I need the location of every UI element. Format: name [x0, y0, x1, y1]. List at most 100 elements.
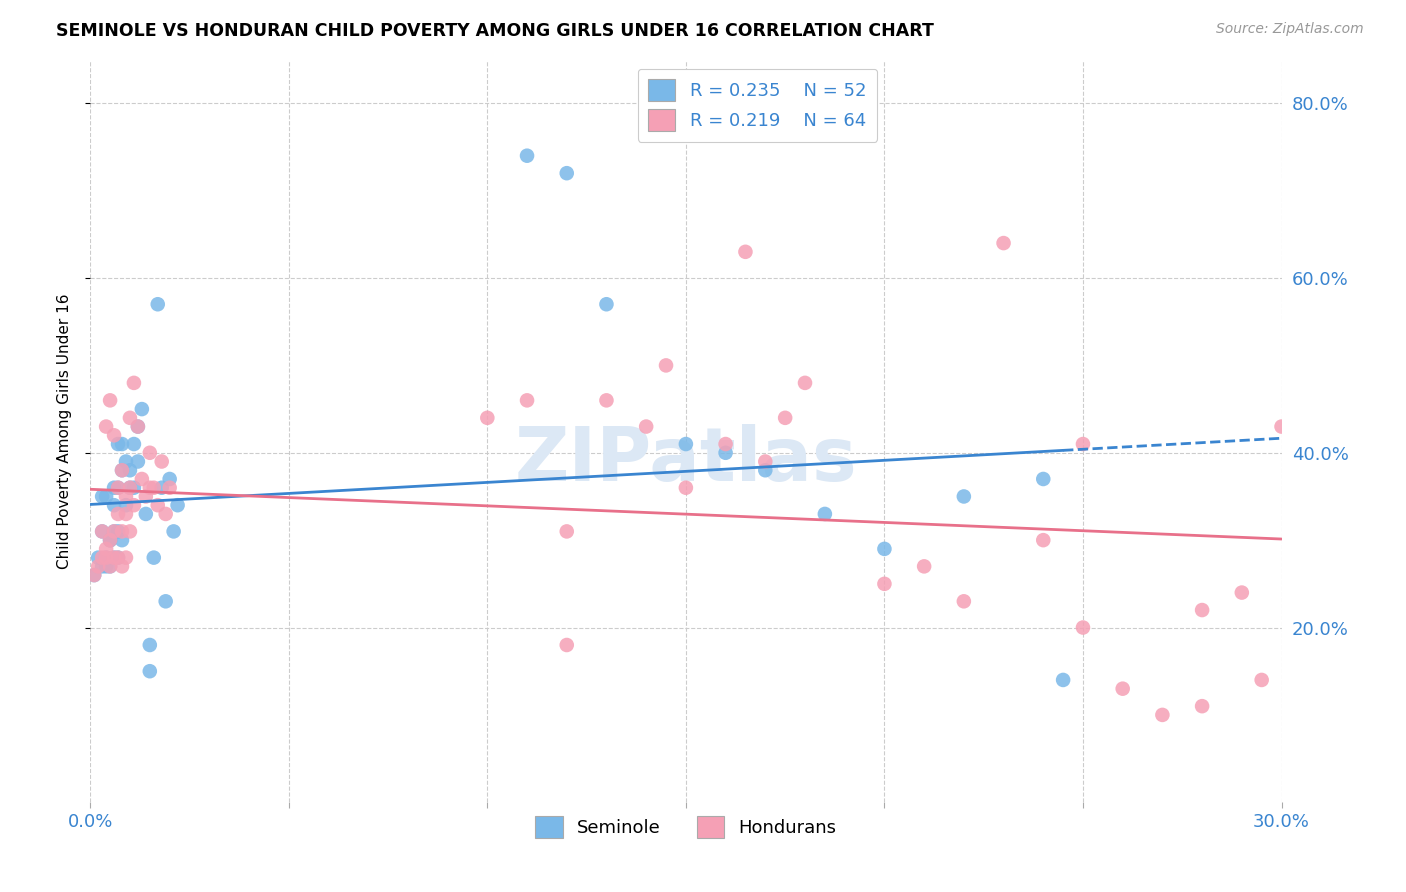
Point [1032, 472, 1054, 486]
Point [115, 550, 138, 565]
Point [155, 507, 177, 521]
Point [1111, 681, 1133, 696]
Point [131, 472, 153, 486]
Point [118, 463, 141, 477]
Point [595, 393, 617, 408]
Point [135, 490, 157, 504]
Point [1191, 603, 1213, 617]
Text: ZIPatlas: ZIPatlas [515, 424, 858, 497]
Point [91, 559, 114, 574]
Point [103, 498, 125, 512]
Point [953, 594, 976, 608]
Point [107, 550, 129, 565]
Point [814, 507, 837, 521]
Legend: Seminole, Hondurans: Seminole, Hondurans [529, 809, 844, 846]
Point [103, 481, 125, 495]
Point [155, 594, 177, 608]
Point [675, 437, 697, 451]
Point [122, 481, 145, 495]
Point [115, 454, 138, 468]
Point [94, 559, 117, 574]
Text: SEMINOLE VS HONDURAN CHILD POVERTY AMONG GIRLS UNDER 16 CORRELATION CHART: SEMINOLE VS HONDURAN CHILD POVERTY AMONG… [56, 22, 934, 40]
Point [150, 454, 173, 468]
Point [1191, 699, 1213, 714]
Point [754, 463, 776, 477]
Point [655, 359, 678, 373]
Point [142, 481, 165, 495]
Point [734, 244, 756, 259]
Point [118, 410, 141, 425]
Y-axis label: Child Poverty Among Girls Under 16: Child Poverty Among Girls Under 16 [58, 293, 72, 569]
Point [98, 533, 121, 548]
Point [675, 481, 697, 495]
Point [131, 402, 153, 417]
Point [98, 559, 121, 574]
Point [111, 559, 134, 574]
Point [107, 550, 129, 565]
Point [118, 481, 141, 495]
Point [111, 463, 134, 477]
Point [122, 376, 145, 390]
Point [477, 410, 499, 425]
Point [118, 524, 141, 539]
Point [159, 472, 181, 486]
Point [115, 507, 138, 521]
Point [1071, 437, 1094, 451]
Point [1230, 585, 1253, 599]
Point [107, 524, 129, 539]
Point [873, 577, 896, 591]
Point [139, 481, 162, 495]
Point [135, 507, 157, 521]
Point [111, 463, 134, 477]
Point [127, 419, 149, 434]
Point [139, 638, 162, 652]
Point [714, 446, 737, 460]
Point [107, 481, 129, 495]
Point [1052, 673, 1074, 687]
Point [754, 454, 776, 468]
Point [166, 498, 188, 512]
Point [146, 297, 169, 311]
Point [1032, 533, 1054, 548]
Point [87, 550, 110, 565]
Point [993, 236, 1015, 251]
Point [107, 437, 129, 451]
Point [150, 481, 173, 495]
Point [912, 559, 935, 574]
Point [107, 507, 129, 521]
Point [139, 664, 162, 678]
Point [1152, 707, 1174, 722]
Point [714, 437, 737, 451]
Point [103, 428, 125, 442]
Point [91, 524, 114, 539]
Point [103, 524, 125, 539]
Point [87, 559, 110, 574]
Point [98, 533, 121, 548]
Point [122, 498, 145, 512]
Point [873, 541, 896, 556]
Text: Source: ZipAtlas.com: Source: ZipAtlas.com [1216, 22, 1364, 37]
Point [103, 524, 125, 539]
Point [1270, 419, 1292, 434]
Point [122, 437, 145, 451]
Point [111, 437, 134, 451]
Point [91, 524, 114, 539]
Point [91, 550, 114, 565]
Point [111, 524, 134, 539]
Point [83, 568, 105, 582]
Point [127, 419, 149, 434]
Point [636, 419, 658, 434]
Point [107, 481, 129, 495]
Point [94, 550, 117, 565]
Point [111, 533, 134, 548]
Point [94, 419, 117, 434]
Point [1250, 673, 1272, 687]
Point [555, 638, 578, 652]
Point [139, 446, 162, 460]
Point [83, 568, 105, 582]
Point [595, 297, 617, 311]
Point [159, 481, 181, 495]
Point [773, 410, 796, 425]
Point [94, 541, 117, 556]
Point [516, 149, 538, 163]
